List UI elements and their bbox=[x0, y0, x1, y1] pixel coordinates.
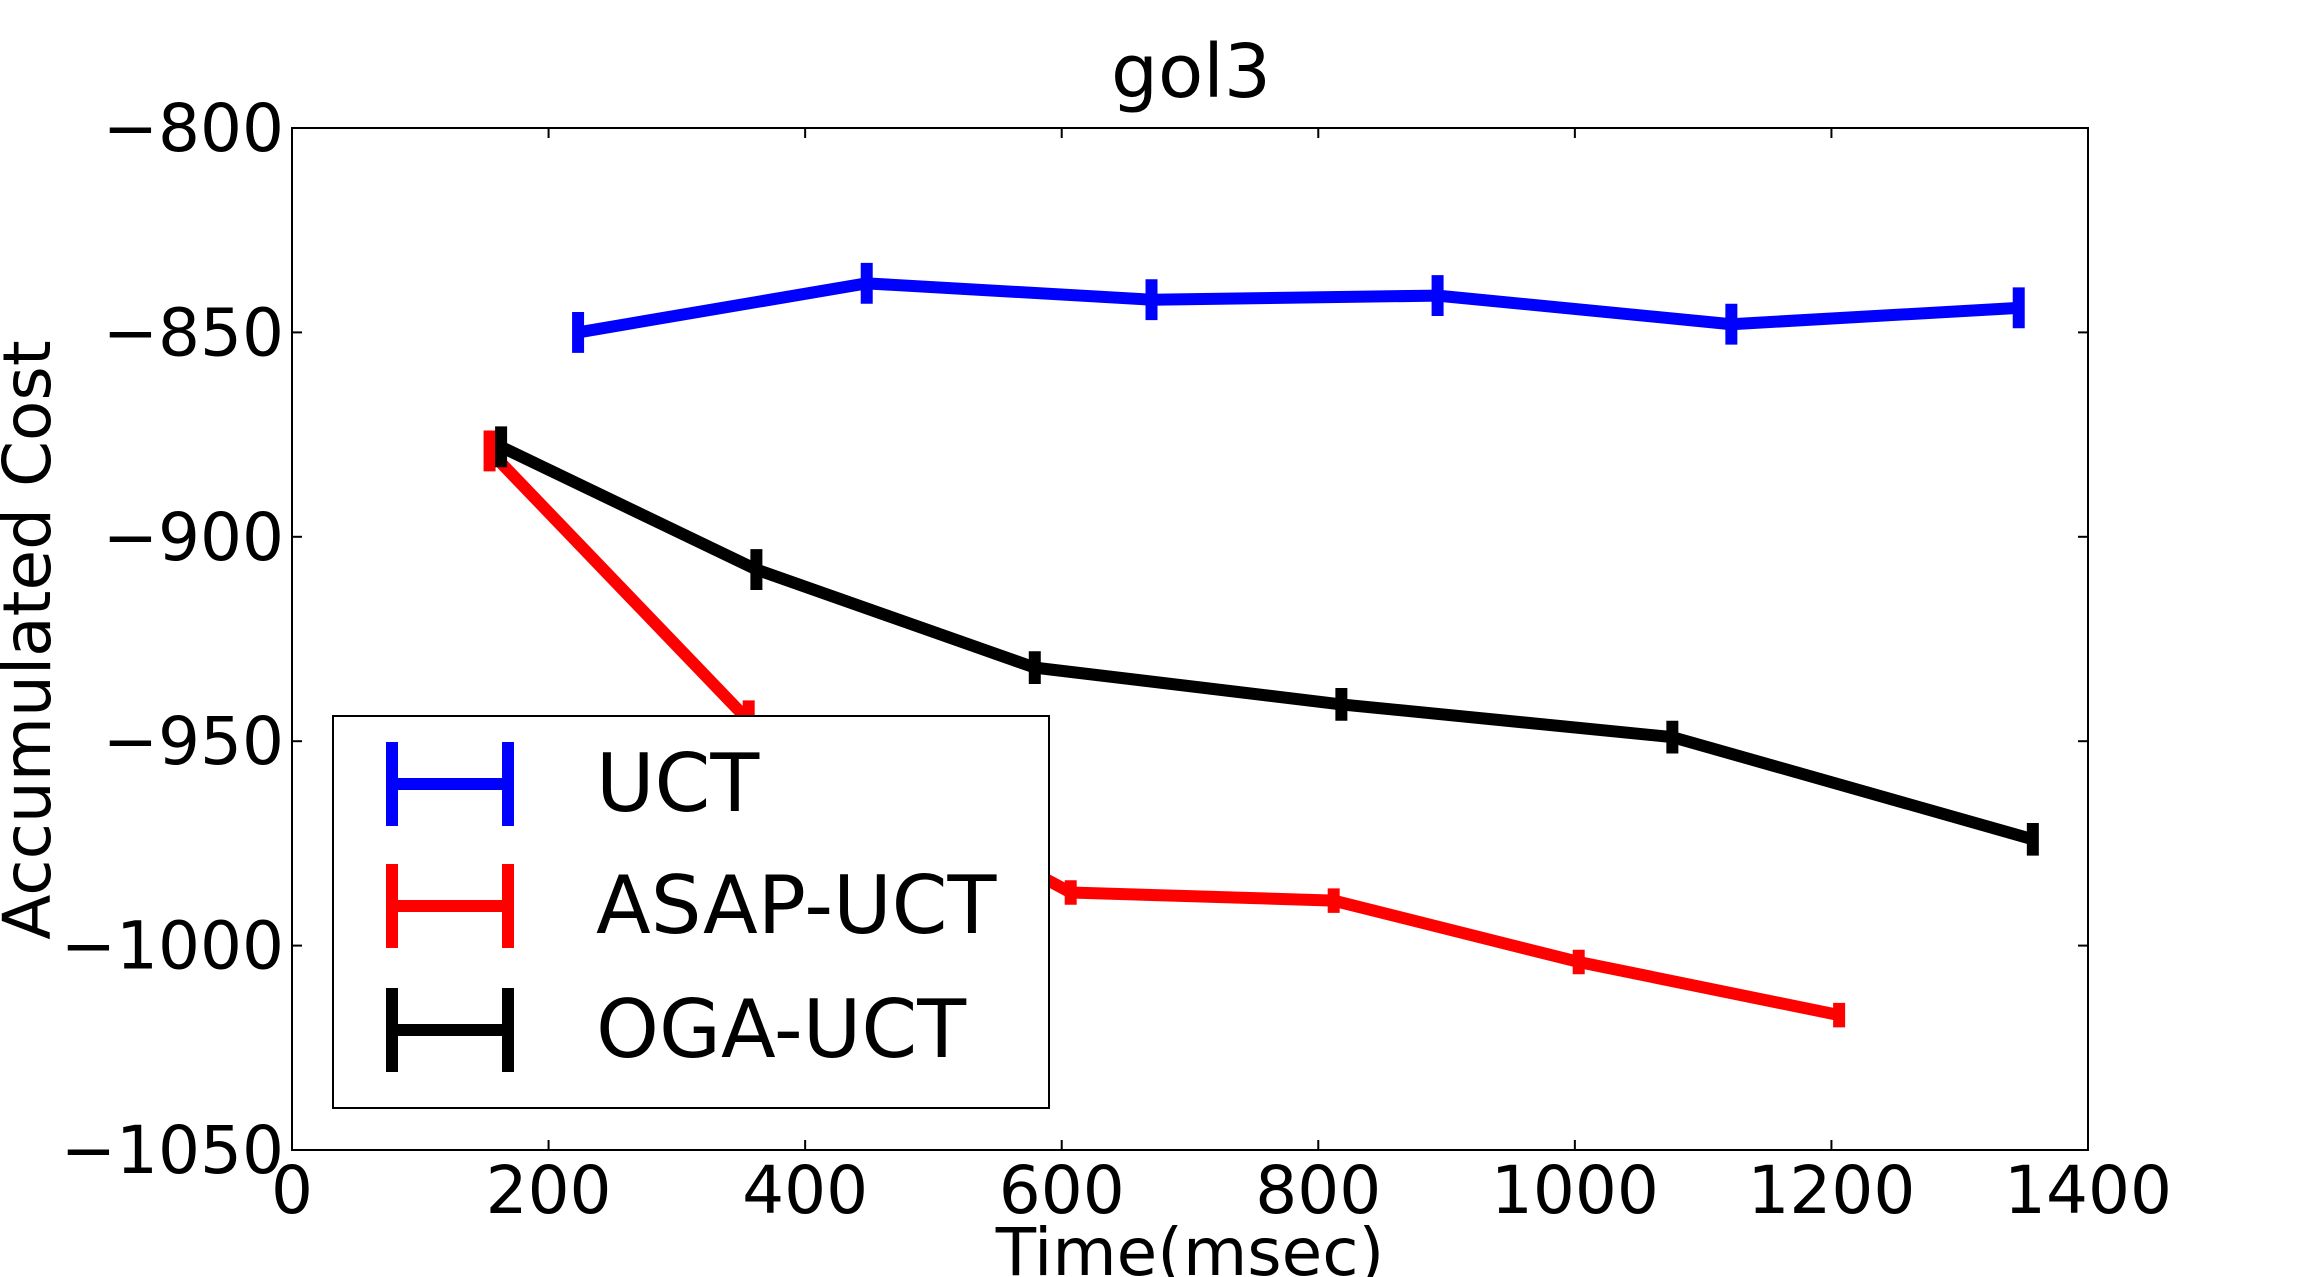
data-point bbox=[1150, 298, 1153, 301]
data-point bbox=[1332, 899, 1335, 902]
tick-labels: 0 200 400 600 800 1000 1200 1400 −800 −850 −900 −95… bbox=[61, 90, 2172, 1229]
series-line bbox=[577, 277, 2020, 339]
y-tick-label: −950 bbox=[103, 703, 284, 780]
data-point bbox=[865, 282, 868, 285]
data-point bbox=[1671, 736, 1674, 739]
data-point bbox=[1436, 294, 1439, 297]
x-tick-label: 1200 bbox=[1747, 1152, 1915, 1229]
legend: UCT ASAP-UCT OGA-UCT bbox=[332, 715, 1050, 1109]
data-point bbox=[1340, 703, 1343, 706]
data-point bbox=[1730, 323, 1733, 326]
data-point bbox=[2017, 306, 2020, 309]
x-tick-label: 200 bbox=[486, 1152, 612, 1229]
series-uct bbox=[572, 262, 2025, 353]
legend-label: UCT bbox=[596, 737, 760, 830]
y-tick-label: −1050 bbox=[61, 1112, 284, 1189]
x-axis-label: Time(msec) bbox=[995, 1214, 1385, 1277]
data-point bbox=[500, 445, 503, 448]
legend-item-uct: UCT bbox=[386, 737, 760, 830]
y-axis-label: Accumulated Cost bbox=[0, 340, 66, 939]
legend-label: OGA-UCT bbox=[596, 983, 967, 1076]
chart-title: gol3 bbox=[1111, 29, 1271, 115]
legend-label: ASAP-UCT bbox=[596, 859, 997, 952]
series-line bbox=[485, 446, 1841, 1021]
data-point bbox=[577, 331, 580, 334]
data-point bbox=[1069, 891, 1072, 894]
x-tick-label: 0 bbox=[271, 1152, 313, 1229]
x-tick-label: 800 bbox=[1255, 1152, 1381, 1229]
data-point bbox=[1033, 666, 1036, 669]
y-tick-label: −850 bbox=[103, 294, 284, 371]
data-point bbox=[1838, 1014, 1841, 1017]
x-tick-label: 1000 bbox=[1491, 1152, 1659, 1229]
y-tick-label: −1000 bbox=[61, 908, 284, 985]
data-point bbox=[755, 568, 758, 571]
x-tick-label: 400 bbox=[742, 1152, 868, 1229]
series-line bbox=[498, 441, 2035, 846]
legend-item-oga-uct: OGA-UCT bbox=[386, 983, 967, 1076]
x-tick-label: 1400 bbox=[2004, 1152, 2172, 1229]
plot-frame bbox=[291, 127, 2089, 1151]
series-asap-uct bbox=[483, 430, 1846, 1028]
ticks bbox=[291, 127, 2089, 1151]
data-point bbox=[2031, 838, 2034, 841]
series-layer bbox=[483, 262, 2039, 1028]
data-point bbox=[1577, 960, 1580, 963]
legend-item-asap-uct: ASAP-UCT bbox=[386, 859, 997, 952]
x-tick-label: 600 bbox=[999, 1152, 1125, 1229]
y-tick-label: −800 bbox=[103, 90, 284, 167]
data-point bbox=[488, 449, 491, 452]
series-oga-uct bbox=[495, 426, 2039, 856]
y-tick-label: −900 bbox=[103, 499, 284, 576]
